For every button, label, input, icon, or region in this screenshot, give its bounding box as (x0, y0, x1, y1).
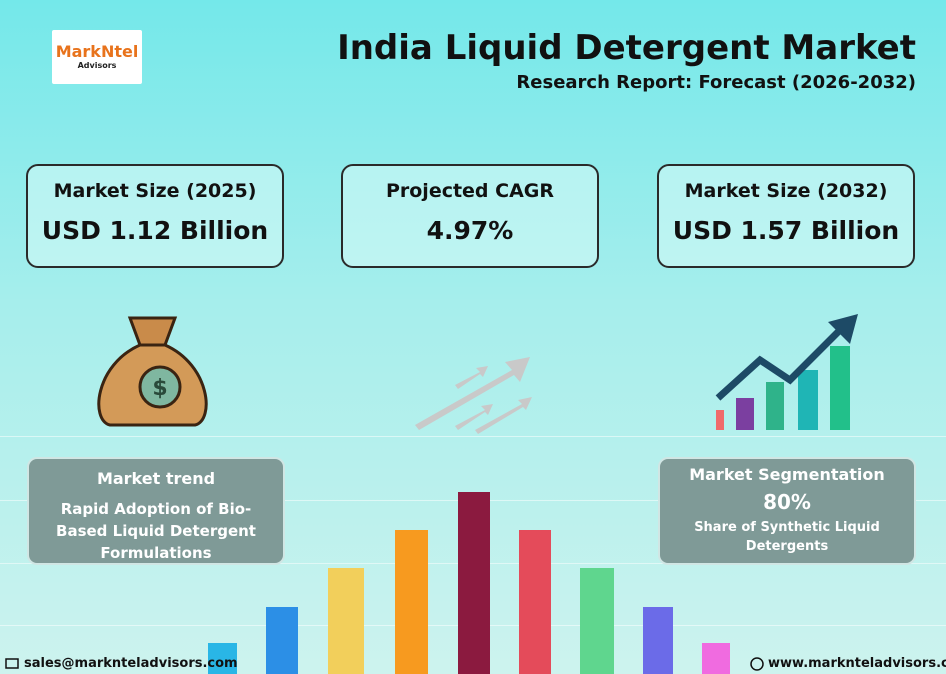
segmentation-box: Market Segmentation 80% Share of Synthet… (658, 457, 916, 565)
logo-name: MarkNtel (55, 42, 139, 61)
logo: MarkNtel Advisors (52, 30, 142, 84)
segmentation-value: 80% (763, 490, 811, 514)
subtitle: Research Report: Forecast (2026-2032) (516, 72, 916, 93)
card-value: USD 1.57 Billion (672, 216, 900, 245)
stat-card: Market Size (2025) USD 1.12 Billion (26, 164, 284, 268)
card-value: USD 1.12 Billion (41, 216, 269, 245)
segmentation-heading: Market Segmentation (689, 465, 885, 484)
svg-text:$: $ (152, 376, 167, 401)
logo-sub: Advisors (77, 61, 117, 70)
card-label: Market Size (2025) (53, 180, 257, 202)
footer-website[interactable]: www.marknteladvisors.com (768, 656, 946, 671)
decorative-bars (208, 492, 730, 674)
card-value: 4.97% (426, 216, 514, 245)
trend-text: Rapid Adoption of Bio-Based Liquid Deter… (56, 500, 256, 562)
card-label: Market Size (2032) (684, 180, 888, 202)
arrows-icon (415, 357, 532, 434)
globe-icon (750, 657, 764, 671)
stat-card: Market Size (2032) USD 1.57 Billion (657, 164, 915, 268)
stat-card: Projected CAGR 4.97% (341, 164, 599, 268)
footer-email[interactable]: sales@marknteladvisors.com (24, 656, 238, 671)
trend-heading: Market trend (96, 469, 216, 488)
growth-chart-icon (715, 314, 858, 430)
segmentation-text: Share of Synthetic Liquid Detergents (694, 520, 880, 554)
card-label: Projected CAGR (385, 180, 555, 202)
trend-box: Market trend Rapid Adoption of Bio-Based… (27, 457, 285, 565)
title: India Liquid Detergent Market (337, 28, 916, 68)
mail-icon (5, 658, 19, 669)
money-bag-icon: $ (97, 316, 208, 427)
guide-line (0, 436, 946, 437)
